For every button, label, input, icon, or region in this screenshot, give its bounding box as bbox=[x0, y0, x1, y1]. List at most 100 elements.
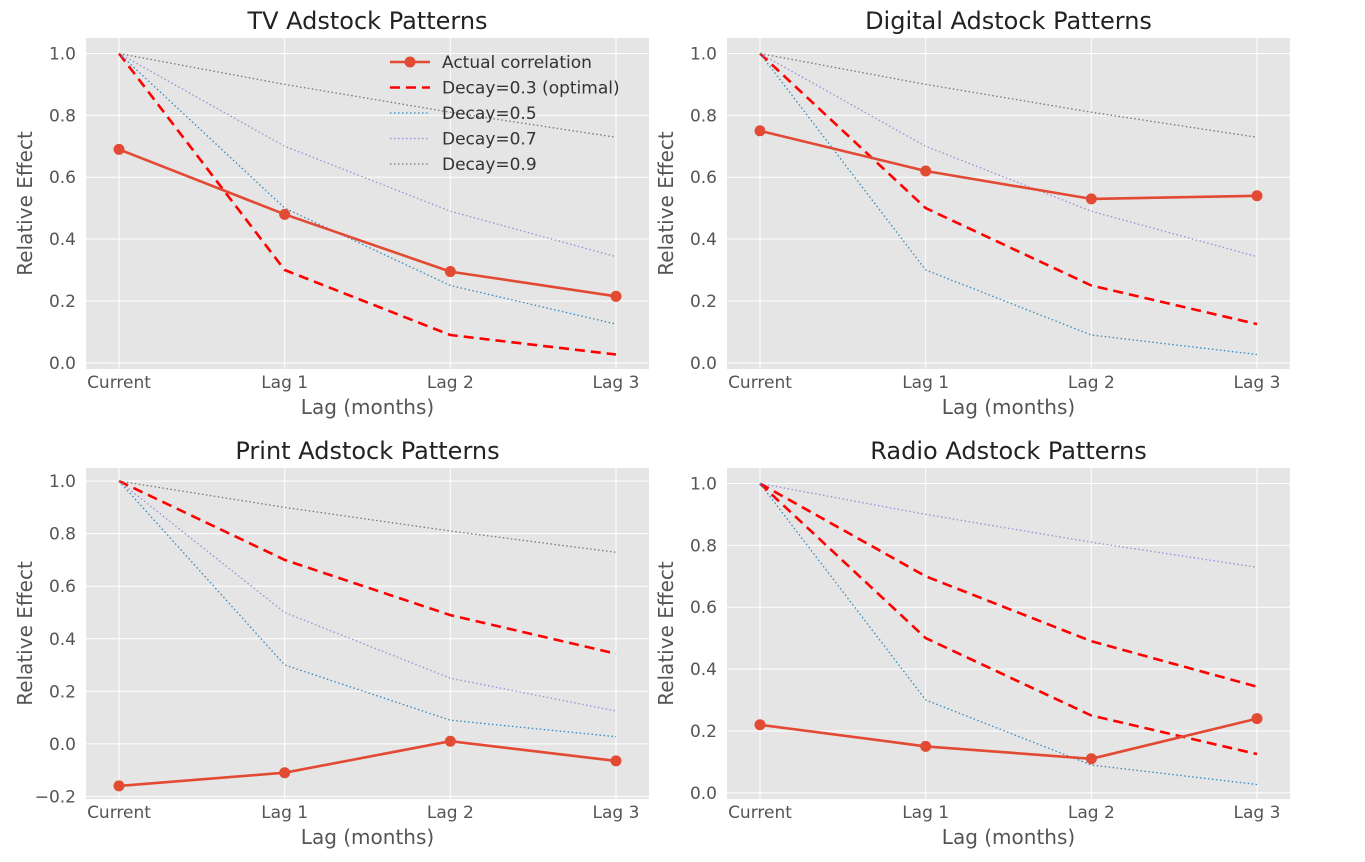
x-tick-label: Lag 1 bbox=[902, 373, 949, 393]
plot-area bbox=[86, 468, 649, 799]
plot-area bbox=[86, 38, 649, 369]
data-point bbox=[444, 266, 456, 278]
x-axis-label: Lag (months) bbox=[301, 395, 434, 419]
x-axis-label: Lag (months) bbox=[942, 825, 1075, 849]
series-line-actual bbox=[759, 129, 1258, 201]
x-tick-label: Lag 3 bbox=[593, 373, 640, 393]
series-line-decay_09 bbox=[759, 52, 1258, 138]
data-point bbox=[1251, 713, 1263, 725]
y-tick-label: 1.0 bbox=[690, 474, 717, 494]
legend-label: Actual correlation bbox=[442, 53, 592, 73]
series-line-optimal bbox=[759, 52, 1258, 326]
x-axis-label: Lag (months) bbox=[301, 825, 434, 849]
y-tick-label: 0.0 bbox=[49, 735, 76, 755]
chart-panel-2: 0.0 0.2 0.4 0.6 0.8 1.0 Current Lag 1 Lag 2 Lag 3… bbox=[654, 7, 1290, 419]
y-tick-label: 0.6 bbox=[690, 168, 717, 188]
chart-panel-4: 0.0 0.2 0.4 0.6 0.8 1.0 Current Lag 1 Lag 2 Lag 3… bbox=[654, 437, 1290, 849]
y-tick-label: −0.2 bbox=[35, 787, 76, 807]
y-tick-label: 1.0 bbox=[690, 44, 717, 64]
y-axis-label: Relative Effect bbox=[13, 561, 37, 706]
data-point bbox=[754, 719, 766, 731]
chart-title: TV Adstock Patterns bbox=[246, 7, 487, 35]
x-axis-label: Lag (months) bbox=[942, 395, 1075, 419]
data-point bbox=[920, 165, 932, 177]
x-tick-label: Lag 1 bbox=[902, 803, 949, 823]
x-tick-label: Lag 1 bbox=[261, 373, 308, 393]
chart-title: Digital Adstock Patterns bbox=[865, 7, 1152, 35]
x-tick-label: Lag 1 bbox=[261, 803, 308, 823]
y-tick-label: 0.2 bbox=[49, 292, 76, 312]
series-line-decay_05 bbox=[759, 53, 1258, 356]
data-point bbox=[1085, 753, 1097, 765]
series-line-actual bbox=[759, 717, 1258, 761]
y-tick-label: 0.4 bbox=[690, 230, 717, 250]
y-axis-label: Relative Effect bbox=[654, 131, 678, 276]
data-point bbox=[610, 755, 622, 767]
data-point bbox=[920, 740, 932, 752]
data-point bbox=[279, 208, 291, 220]
legend-marker bbox=[404, 56, 416, 68]
data-point bbox=[610, 290, 622, 302]
x-tick-label: Current bbox=[87, 803, 151, 823]
plot-area bbox=[727, 468, 1290, 799]
x-tick-label: Lag 2 bbox=[427, 803, 474, 823]
series-line-optimal bbox=[117, 52, 617, 356]
series-line-decay_05 bbox=[118, 53, 617, 325]
y-tick-label: 1.0 bbox=[49, 472, 76, 492]
legend-label: Decay=0.9 bbox=[442, 155, 537, 175]
series-line-optimal bbox=[759, 482, 1258, 756]
x-tick-label: Lag 3 bbox=[1234, 803, 1281, 823]
x-tick-label: Current bbox=[728, 803, 792, 823]
y-tick-label: 0.2 bbox=[49, 682, 76, 702]
x-tick-label: Lag 2 bbox=[1068, 373, 1115, 393]
series-line-decay_07 bbox=[118, 480, 617, 712]
y-tick-label: 0.2 bbox=[690, 722, 717, 742]
x-tick-label: Lag 3 bbox=[593, 803, 640, 823]
chart-title: Radio Adstock Patterns bbox=[870, 437, 1146, 465]
x-tick-label: Lag 3 bbox=[1234, 373, 1281, 393]
y-tick-label: 0.2 bbox=[690, 292, 717, 312]
y-tick-label: 0.0 bbox=[49, 354, 76, 374]
legend-label: Decay=0.7 bbox=[442, 130, 537, 150]
x-tick-label: Current bbox=[87, 373, 151, 393]
y-tick-label: 0.4 bbox=[690, 660, 717, 680]
y-tick-label: 0.8 bbox=[49, 106, 76, 126]
x-tick-label: Current bbox=[728, 373, 792, 393]
data-point bbox=[444, 735, 456, 747]
y-tick-label: 1.0 bbox=[49, 44, 76, 64]
data-point bbox=[279, 767, 291, 779]
data-point bbox=[113, 143, 125, 155]
series-line-decay_09 bbox=[118, 52, 617, 138]
data-point bbox=[113, 780, 125, 792]
y-tick-label: 0.6 bbox=[690, 598, 717, 618]
y-tick-label: 0.8 bbox=[690, 536, 717, 556]
legend: Actual correlation Decay=0.3 (optimal) Dec… bbox=[390, 53, 620, 175]
chart-panel-1: 0.0 0.2 0.4 0.6 0.8 1.0 Current Lag 1 Lag 2 Lag 3… bbox=[13, 7, 649, 419]
y-tick-label: 0.6 bbox=[49, 577, 76, 597]
legend-label: Decay=0.5 bbox=[442, 104, 537, 124]
y-tick-label: 0.4 bbox=[49, 230, 76, 250]
series-line-decay_05 bbox=[118, 480, 617, 738]
data-point bbox=[1251, 190, 1263, 202]
series-line-actual bbox=[118, 148, 617, 298]
series-line-optimal bbox=[759, 482, 1258, 688]
plot-area bbox=[727, 38, 1290, 369]
data-point bbox=[1085, 193, 1097, 205]
series-line-decay_07 bbox=[759, 482, 1258, 568]
y-axis-label: Relative Effect bbox=[654, 561, 678, 706]
series-line-actual bbox=[118, 739, 617, 788]
legend-label: Decay=0.3 (optimal) bbox=[442, 79, 620, 99]
chart-title: Print Adstock Patterns bbox=[235, 437, 499, 465]
y-tick-label: 0.0 bbox=[690, 354, 717, 374]
y-tick-label: 0.8 bbox=[690, 106, 717, 126]
x-tick-label: Lag 2 bbox=[427, 373, 474, 393]
x-tick-label: Lag 2 bbox=[1068, 803, 1115, 823]
y-tick-label: 0.6 bbox=[49, 168, 76, 188]
y-tick-label: 0.8 bbox=[49, 525, 76, 545]
y-tick-label: 0.0 bbox=[690, 784, 717, 804]
y-axis-label: Relative Effect bbox=[13, 131, 37, 276]
data-point bbox=[754, 125, 766, 137]
series-line-decay_05 bbox=[759, 483, 1258, 786]
